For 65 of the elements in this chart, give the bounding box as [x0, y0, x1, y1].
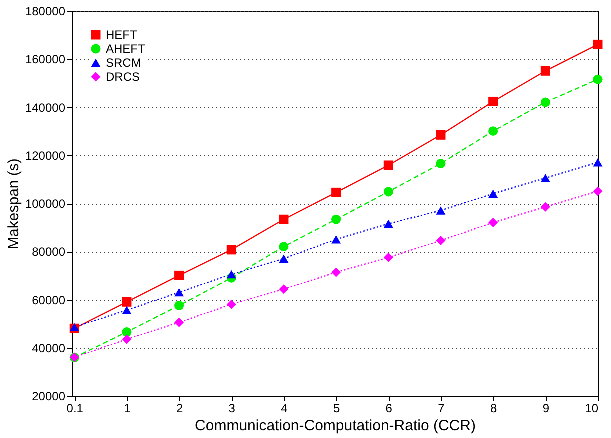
- y-axis-title: Makespan (s): [5, 158, 22, 250]
- x-tick-label: 1: [124, 402, 132, 416]
- legend-label: HEFT: [106, 28, 138, 42]
- y-tick-label: 20000: [32, 390, 66, 404]
- point: [384, 220, 394, 228]
- point: [122, 334, 132, 344]
- point: [436, 130, 446, 140]
- legend-label: DRCS: [106, 70, 140, 84]
- point: [122, 328, 132, 337]
- legend-label: AHEFT: [106, 42, 146, 56]
- x-tick-label: 6: [386, 402, 393, 416]
- point: [488, 218, 498, 228]
- y-tick-label: 120000: [25, 148, 66, 163]
- point: [540, 66, 550, 76]
- point: [593, 158, 603, 167]
- x-tick-label: 9: [542, 402, 550, 416]
- point: [174, 270, 184, 280]
- point: [488, 190, 498, 198]
- point: [279, 254, 289, 263]
- x-tick-label: 7: [438, 402, 446, 416]
- x-axis-title: Communication-Computation-Ratio (CCR): [195, 418, 476, 434]
- point: [488, 96, 498, 106]
- y-tick-label: 40000: [32, 341, 66, 356]
- point: [122, 306, 132, 314]
- point: [540, 202, 550, 212]
- x-tick-label: 5: [333, 402, 340, 416]
- point: [226, 300, 236, 310]
- y-tick-label: 180000: [25, 4, 66, 18]
- point: [488, 126, 498, 136]
- x-tick-label: 4: [281, 402, 288, 416]
- point: [332, 235, 342, 244]
- y-tick-label: 60000: [32, 293, 66, 308]
- x-tick-label: 8: [490, 402, 498, 416]
- point: [122, 297, 132, 307]
- point: [279, 242, 289, 252]
- point: [593, 186, 603, 196]
- x-tick-label: 10: [585, 402, 599, 416]
- legend-label: SRCM: [106, 56, 142, 70]
- point: [384, 160, 394, 170]
- point: [436, 159, 446, 169]
- point: [174, 288, 184, 297]
- y-tick-label: 160000: [25, 52, 66, 67]
- y-tick-label: 140000: [25, 100, 66, 115]
- y-tick-label: 100000: [25, 197, 66, 211]
- point: [384, 252, 394, 262]
- point: [332, 214, 342, 224]
- point: [174, 318, 184, 328]
- point: [332, 268, 342, 278]
- x-tick-label: 0.1: [66, 402, 84, 416]
- point: [540, 174, 550, 182]
- point: [593, 74, 603, 84]
- point: [384, 187, 394, 197]
- x-tick-label: 2: [176, 402, 184, 416]
- point: [226, 270, 236, 279]
- x-tick-label: 3: [228, 402, 236, 416]
- point: [436, 236, 446, 246]
- point: [332, 188, 342, 198]
- point: [226, 245, 236, 255]
- y-tick-label: 80000: [32, 245, 66, 260]
- point: [593, 40, 603, 50]
- point: [540, 98, 550, 108]
- point: [279, 284, 289, 294]
- point: [436, 206, 446, 215]
- point: [174, 301, 184, 310]
- point: [279, 214, 289, 224]
